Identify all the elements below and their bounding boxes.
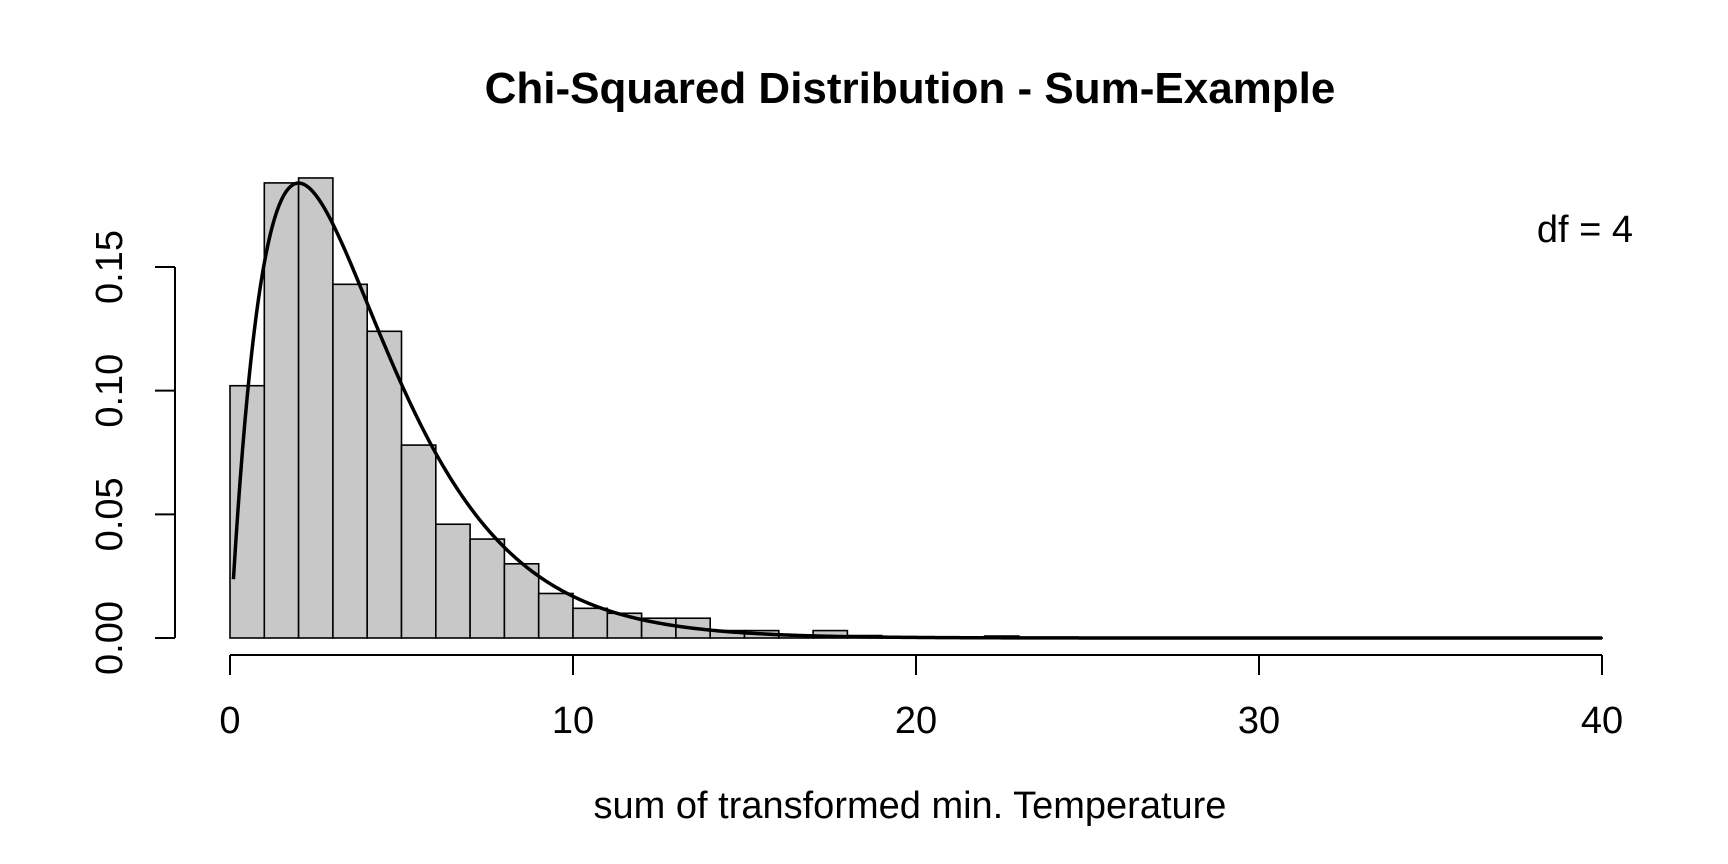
- y-tick-label: 0.05: [89, 477, 131, 551]
- density-curve: [231, 181, 1602, 640]
- histogram-bar: [572, 607, 609, 639]
- histogram-bar: [400, 444, 437, 639]
- y-tick-label: 0.00: [89, 601, 131, 675]
- x-axis-label: sum of transformed min. Temperature: [594, 785, 1227, 827]
- histogram-bar: [263, 182, 300, 639]
- histogram-bar: [229, 384, 266, 639]
- x-axis: 0 10 20 30 40: [219, 654, 1623, 742]
- x-tick-label: 40: [1581, 700, 1623, 742]
- y-axis: 0.00 0.05 0.10 0.15: [89, 230, 176, 675]
- histogram-bars: [229, 177, 1603, 640]
- y-tick-label: 0.15: [89, 230, 131, 304]
- x-tick-label: 20: [895, 700, 937, 742]
- histogram-bar: [332, 283, 368, 639]
- x-tick-label: 10: [552, 700, 594, 742]
- histogram-bar: [297, 177, 334, 639]
- y-tick-label: 0.10: [89, 354, 131, 428]
- histogram-bar: [366, 330, 403, 639]
- histogram-bar: [503, 562, 540, 639]
- histogram-bar: [434, 523, 471, 639]
- x-tick-label: 30: [1238, 700, 1280, 742]
- x-tick-label: 0: [219, 700, 240, 742]
- histogram-bar: [469, 538, 506, 639]
- chart-title: Chi-Squared Distribution - Sum-Example: [485, 64, 1336, 113]
- histogram-bar: [537, 592, 574, 639]
- df-annotation: df = 4: [1537, 209, 1633, 251]
